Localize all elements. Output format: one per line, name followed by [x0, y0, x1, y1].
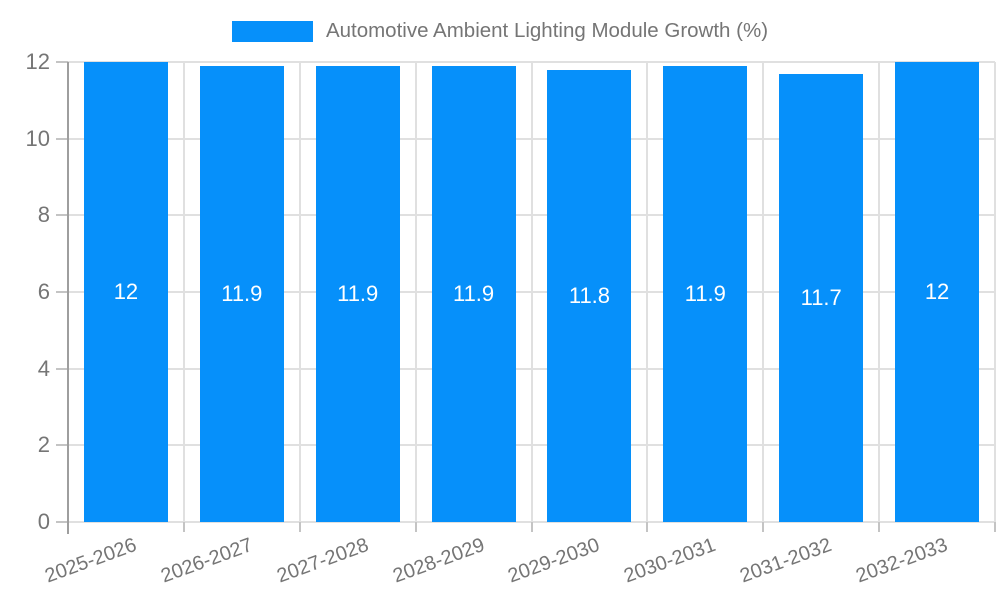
- y-axis-label: 2: [37, 432, 50, 458]
- gridline-vertical: [994, 62, 996, 522]
- y-axis-tick: [56, 61, 68, 63]
- bar: 11.9: [663, 65, 748, 522]
- gridline-vertical: [646, 62, 649, 522]
- chart-legend: Automotive Ambient Lighting Module Growt…: [0, 14, 1000, 48]
- gridline-vertical: [530, 62, 533, 522]
- bar-value-label: 11.9: [684, 280, 726, 306]
- gridline-vertical: [182, 62, 185, 522]
- x-axis-tick: [414, 522, 417, 532]
- y-axis-tick: [56, 521, 68, 523]
- x-axis-tick: [298, 522, 301, 532]
- x-axis-tick: [182, 522, 185, 532]
- y-axis-line: [67, 62, 69, 534]
- bar-value-label: 11.7: [800, 284, 842, 310]
- bar-value-label: 11.8: [568, 282, 611, 308]
- x-axis-tick: [878, 522, 881, 532]
- bar: 11.9: [199, 65, 284, 522]
- y-axis-label: 0: [37, 509, 50, 534]
- y-axis-tick: [56, 444, 68, 447]
- bar-value-label: 12: [924, 279, 950, 304]
- bar-value-label: 11.9: [337, 280, 379, 306]
- bar: 11.9: [315, 65, 400, 522]
- gridline-vertical: [762, 62, 765, 522]
- bar: 12: [83, 62, 168, 522]
- gridline-vertical: [414, 62, 417, 522]
- y-axis-tick: [56, 367, 68, 370]
- bar: 11.7: [779, 73, 864, 522]
- legend-label: Automotive Ambient Lighting Module Growt…: [325, 19, 769, 42]
- x-axis-tick: [762, 522, 765, 532]
- bar: 11.8: [547, 69, 632, 522]
- legend-swatch: [231, 20, 313, 42]
- bar-value-label: 11.9: [452, 280, 495, 306]
- y-axis-label: 12: [25, 49, 50, 74]
- bar-value-label: 11.9: [221, 280, 263, 306]
- x-axis-tick: [994, 522, 996, 532]
- gridline-vertical: [298, 62, 301, 522]
- y-axis-tick: [56, 137, 68, 140]
- y-axis-tick: [56, 214, 68, 217]
- y-axis-label: 6: [37, 279, 50, 304]
- bar-value-label: 12: [113, 279, 139, 304]
- gridline-vertical: [878, 62, 881, 522]
- bar: 11.9: [431, 65, 516, 522]
- x-axis-tick: [646, 522, 649, 532]
- y-axis-label: 4: [37, 355, 50, 381]
- y-axis-label: 10: [25, 125, 50, 151]
- bar: 12: [895, 62, 980, 522]
- y-axis-label: 8: [37, 202, 50, 228]
- y-axis-tick: [56, 291, 68, 293]
- x-axis-tick: [530, 522, 533, 532]
